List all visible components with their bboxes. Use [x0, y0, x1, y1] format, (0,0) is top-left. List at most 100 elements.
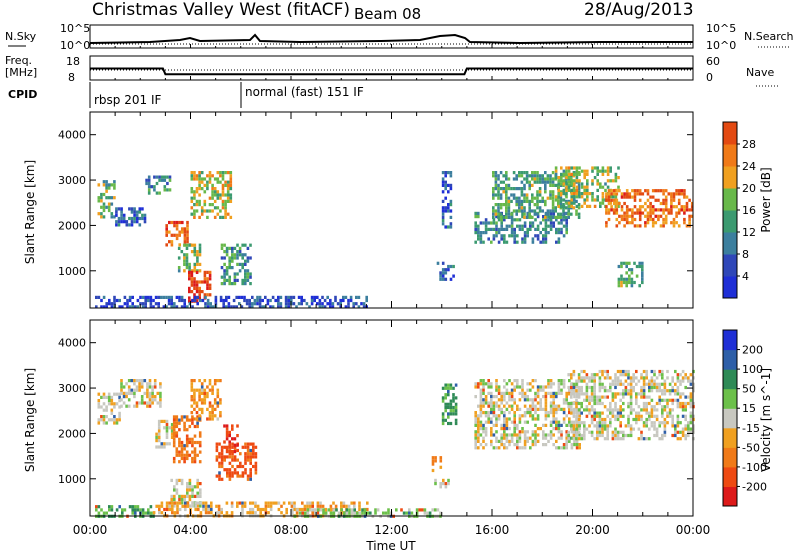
power-cell	[226, 212, 230, 216]
velocity-cell	[353, 501, 356, 505]
power-cell	[177, 256, 181, 260]
velocity-cell	[666, 369, 669, 374]
power-cell	[495, 231, 498, 235]
velocity-cell	[557, 379, 561, 383]
velocity-cell	[148, 395, 152, 399]
power-cell	[492, 237, 496, 241]
power-cell	[538, 177, 542, 181]
velocity-cell	[598, 398, 602, 402]
velocity-cell	[666, 401, 669, 406]
velocity-cell	[679, 437, 682, 441]
power-cell	[482, 221, 485, 225]
power-cell	[492, 227, 496, 231]
velocity-cell	[185, 456, 189, 461]
velocity-cell	[616, 376, 620, 380]
power-cell	[152, 298, 155, 303]
power-cell	[193, 262, 197, 266]
velocity-cell	[241, 445, 245, 449]
velocity-cell	[635, 414, 638, 418]
velocity-cell	[254, 511, 257, 515]
power-cell	[154, 295, 158, 299]
velocity-cell	[319, 501, 322, 505]
power-cell	[200, 187, 204, 191]
power-cell	[580, 204, 584, 208]
velocity-cell	[549, 411, 553, 415]
velocity-cell	[676, 424, 680, 428]
velocity-cell	[642, 401, 646, 406]
power-cell	[567, 183, 570, 187]
velocity-cell	[196, 482, 199, 486]
power-cell	[575, 185, 579, 189]
power-cell	[577, 171, 581, 175]
velocity-cell	[275, 501, 278, 505]
velocity-cell	[552, 417, 555, 421]
nsearch-tick-bottom: 10^0	[706, 39, 736, 52]
velocity-cell	[577, 379, 581, 383]
velocity-cell	[588, 408, 591, 412]
velocity-cell	[244, 455, 247, 459]
power-cell	[238, 295, 241, 299]
velocity-cell	[95, 508, 98, 512]
velocity-cell	[521, 446, 524, 450]
velocity-cell	[565, 436, 568, 440]
velocity-cell	[100, 418, 103, 422]
power-cell	[675, 221, 678, 225]
colorbar-swatch	[723, 369, 737, 390]
velocity-data-layer	[95, 369, 695, 518]
power-cell	[523, 196, 526, 200]
velocity-cell	[138, 385, 141, 389]
velocity-cell	[687, 395, 690, 399]
power-cell	[494, 171, 498, 175]
velocity-cell	[246, 458, 250, 462]
power-cell	[612, 179, 615, 183]
power-cell	[586, 172, 589, 176]
power-cell	[241, 266, 244, 270]
power-cell	[499, 171, 503, 175]
velocity-cell	[228, 471, 232, 475]
power-cell	[219, 174, 222, 178]
velocity-cell	[614, 379, 617, 383]
velocity-cell	[127, 398, 131, 402]
power-cell	[128, 216, 131, 221]
velocity-cell	[552, 420, 555, 424]
power-cell	[520, 187, 524, 191]
freq-tick-top: 18	[66, 55, 80, 68]
velocity-cell	[196, 478, 199, 482]
power-cell	[588, 204, 592, 208]
velocity-cell	[490, 427, 493, 431]
velocity-cell	[619, 414, 622, 418]
velocity-cell	[687, 421, 690, 425]
velocity-cell	[572, 408, 576, 412]
power-cell	[339, 305, 342, 309]
colorbar-tick-label: 20	[742, 182, 756, 195]
power-cell	[503, 227, 506, 231]
power-cell	[515, 203, 518, 207]
velocity-cell	[536, 414, 540, 418]
velocity-cell	[508, 411, 511, 415]
velocity-cell	[536, 385, 540, 389]
power-cell	[213, 177, 217, 181]
velocity-cell	[228, 461, 232, 465]
velocity-cell	[689, 382, 693, 386]
power-cell	[484, 221, 488, 225]
velocity-cell	[184, 504, 187, 508]
velocity-cell	[308, 504, 312, 508]
velocity-cell	[454, 421, 458, 426]
velocity-cell	[681, 401, 685, 406]
velocity-cell	[577, 411, 581, 415]
velocity-cell	[531, 417, 535, 421]
velocity-cell	[146, 382, 149, 386]
velocity-cell	[653, 373, 656, 377]
power-cell	[567, 201, 571, 205]
power-cell	[310, 295, 314, 299]
velocity-cell	[172, 428, 176, 432]
velocity-cell	[588, 398, 591, 402]
velocity-cell	[188, 498, 192, 502]
velocity-cell	[655, 385, 659, 390]
power-cell	[173, 220, 176, 225]
power-cell	[601, 185, 605, 189]
power-cell	[118, 298, 121, 303]
